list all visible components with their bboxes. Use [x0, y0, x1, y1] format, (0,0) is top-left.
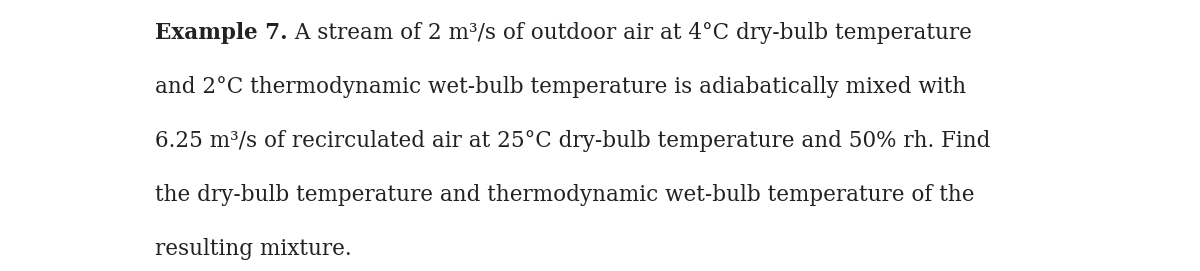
Text: A stream of 2 m³/s of outdoor air at 4°C dry-bulb temperature: A stream of 2 m³/s of outdoor air at 4°C…	[288, 22, 972, 44]
Text: resulting mixture.: resulting mixture.	[155, 238, 352, 260]
Text: the dry-bulb temperature and thermodynamic wet-bulb temperature of the: the dry-bulb temperature and thermodynam…	[155, 184, 974, 206]
Text: Example 7.: Example 7.	[155, 22, 288, 44]
Text: and 2°C thermodynamic wet-bulb temperature is adiabatically mixed with: and 2°C thermodynamic wet-bulb temperatu…	[155, 76, 966, 98]
Text: 6.25 m³/s of recirculated air at 25°C dry-bulb temperature and 50% rh. Find: 6.25 m³/s of recirculated air at 25°C dr…	[155, 130, 990, 152]
